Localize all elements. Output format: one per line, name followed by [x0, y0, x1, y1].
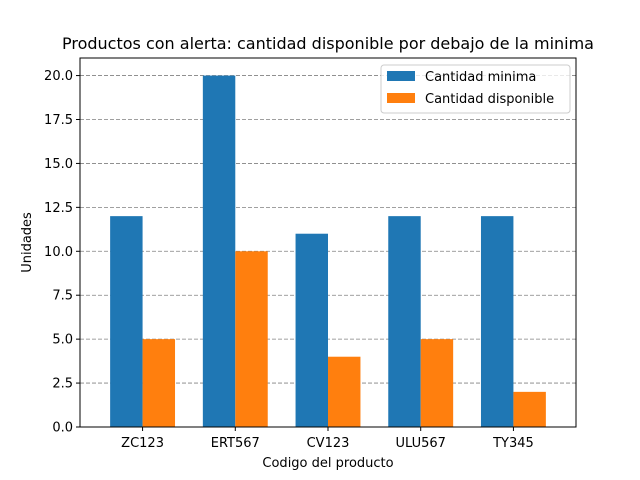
x-tick-label: ZC123	[121, 436, 164, 451]
y-tick-label: 7.5	[52, 289, 73, 304]
y-axis-label: Unidades	[20, 212, 35, 273]
legend-swatch	[387, 71, 415, 81]
y-tick-label: 5.0	[52, 333, 73, 348]
x-tick-label: ERT567	[211, 436, 260, 451]
chart-title: Productos con alerta: cantidad disponibl…	[62, 34, 594, 53]
bar	[235, 251, 268, 427]
bar	[110, 216, 143, 427]
bar	[295, 233, 328, 427]
legend: Cantidad minima Cantidad disponible	[380, 64, 571, 114]
legend-label: Cantidad minima	[425, 70, 536, 85]
legend-swatch	[387, 93, 415, 103]
y-tick-label: 12.5	[44, 201, 73, 216]
y-tick-label: 20.0	[44, 69, 73, 84]
bars	[110, 75, 546, 428]
x-axis: ZC123 ERT567 CV123 ULU567 TY345	[121, 427, 534, 451]
y-tick-label: 2.5	[52, 377, 73, 392]
y-tick-label: 10.0	[44, 245, 73, 260]
y-tick-label: 17.5	[44, 113, 73, 128]
legend-frame	[380, 64, 571, 114]
x-tick-label: CV123	[307, 436, 350, 451]
legend-label: Cantidad disponible	[425, 92, 554, 107]
bar	[420, 339, 454, 427]
bar	[328, 356, 361, 427]
y-tick-label: 15.0	[44, 157, 73, 172]
bar	[513, 391, 546, 427]
x-axis-label: Codigo del producto	[262, 456, 393, 471]
y-axis: 0.0 2.5 5.0 7.5 10.0 12.5 15.0 17.5 20.0	[44, 69, 80, 436]
bar	[480, 216, 514, 427]
bar	[142, 339, 176, 427]
x-tick-label: TY345	[492, 436, 534, 451]
bar	[202, 75, 236, 428]
y-tick-label: 0.0	[52, 421, 73, 436]
bar	[388, 216, 421, 427]
x-tick-label: ULU567	[395, 436, 445, 451]
